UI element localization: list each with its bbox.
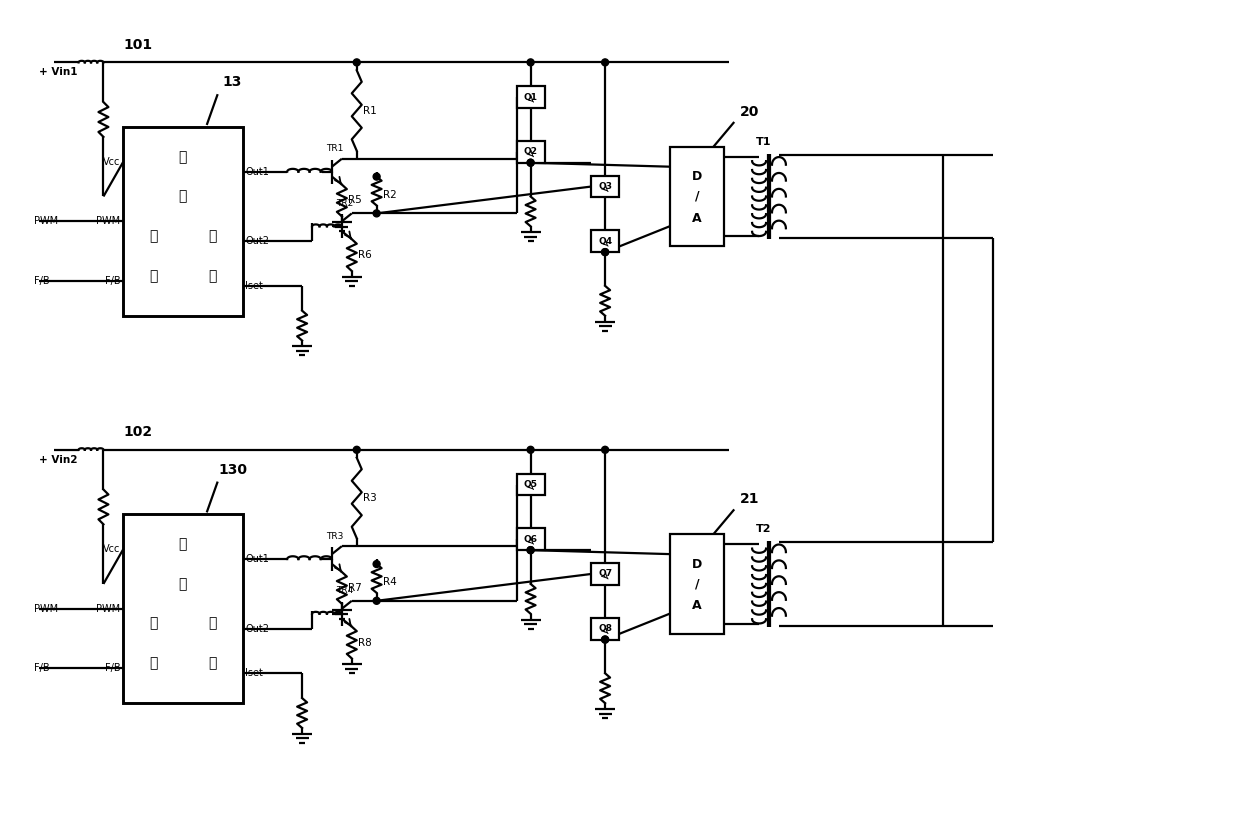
Bar	[123, 514, 243, 703]
Text: D: D	[692, 171, 702, 183]
Text: 130: 130	[218, 463, 247, 476]
Text: A: A	[692, 599, 702, 612]
Text: Iset: Iset	[246, 281, 263, 291]
Text: R5: R5	[348, 196, 362, 206]
Circle shape	[601, 636, 609, 643]
Bar	[123, 127, 243, 316]
Bar	[517, 528, 544, 550]
Text: R3: R3	[363, 493, 377, 503]
Text: Out1: Out1	[246, 554, 269, 564]
Circle shape	[373, 210, 381, 217]
Text: 集: 集	[149, 617, 157, 631]
Bar	[591, 230, 619, 252]
Text: TR3: TR3	[326, 532, 343, 541]
Bar	[670, 534, 724, 633]
Circle shape	[373, 560, 381, 568]
Text: F/B: F/B	[104, 664, 120, 674]
Text: Out2: Out2	[246, 236, 269, 246]
Text: F/B: F/B	[33, 664, 50, 674]
Text: + Vin1: + Vin1	[38, 67, 77, 77]
Circle shape	[527, 160, 534, 166]
Text: 成: 成	[208, 229, 217, 244]
Text: /: /	[694, 190, 699, 203]
Text: PWM: PWM	[97, 604, 120, 614]
Circle shape	[527, 59, 534, 66]
Text: T1: T1	[756, 137, 771, 147]
Text: 路: 路	[208, 656, 217, 670]
Circle shape	[353, 446, 361, 454]
Circle shape	[601, 59, 609, 66]
Text: R4: R4	[383, 577, 397, 587]
Text: 电: 电	[149, 656, 157, 670]
Text: 集: 集	[149, 229, 157, 244]
Text: R2: R2	[383, 190, 397, 200]
Bar	[591, 617, 619, 639]
Text: /: /	[694, 577, 699, 591]
Circle shape	[527, 547, 534, 554]
Circle shape	[373, 173, 381, 180]
Bar	[591, 176, 619, 197]
Circle shape	[353, 59, 361, 66]
Circle shape	[527, 160, 534, 166]
Text: R7: R7	[348, 583, 362, 593]
Circle shape	[373, 597, 381, 604]
Text: Q6: Q6	[523, 535, 538, 543]
Bar	[517, 141, 544, 163]
Text: R8: R8	[358, 638, 372, 648]
Text: 21: 21	[739, 492, 759, 507]
Text: 控: 控	[179, 537, 187, 551]
Text: TR4: TR4	[336, 586, 353, 596]
Text: Vcc: Vcc	[103, 157, 120, 166]
Text: Q5: Q5	[523, 480, 538, 489]
Bar	[591, 563, 619, 585]
Text: 101: 101	[123, 38, 153, 51]
Text: F/B: F/B	[104, 276, 120, 286]
Text: R6: R6	[358, 250, 372, 260]
Text: Q2: Q2	[523, 147, 538, 156]
Circle shape	[601, 446, 609, 454]
Text: Q7: Q7	[598, 570, 613, 579]
Text: TR2: TR2	[336, 199, 353, 208]
Text: Vcc: Vcc	[103, 544, 120, 554]
Text: 20: 20	[739, 105, 759, 119]
Text: 控: 控	[179, 150, 187, 164]
Text: PWM: PWM	[33, 217, 58, 226]
Text: 102: 102	[123, 425, 153, 439]
Text: A: A	[692, 212, 702, 225]
Text: 电: 电	[149, 269, 157, 283]
Text: Q8: Q8	[598, 624, 613, 633]
Text: Q4: Q4	[598, 237, 613, 245]
Text: 制: 制	[179, 190, 187, 203]
Text: T2: T2	[756, 524, 771, 534]
Text: R1: R1	[363, 106, 377, 116]
Text: F/B: F/B	[33, 276, 50, 286]
Bar	[670, 147, 724, 246]
Text: Iset: Iset	[246, 669, 263, 679]
Bar	[517, 474, 544, 496]
Text: PWM: PWM	[33, 604, 58, 614]
Text: 13: 13	[223, 76, 242, 89]
Text: Q1: Q1	[523, 92, 538, 102]
Text: Out2: Out2	[246, 623, 269, 633]
Circle shape	[601, 249, 609, 255]
Text: + Vin2: + Vin2	[38, 454, 77, 465]
Text: Q3: Q3	[598, 182, 613, 191]
Circle shape	[601, 636, 609, 643]
Text: Out1: Out1	[246, 166, 269, 176]
Circle shape	[601, 249, 609, 255]
Text: 路: 路	[208, 269, 217, 283]
Circle shape	[527, 446, 534, 454]
Bar	[517, 87, 544, 108]
Text: 制: 制	[179, 577, 187, 591]
Text: TR1: TR1	[326, 144, 343, 154]
Text: 成: 成	[208, 617, 217, 631]
Circle shape	[527, 547, 534, 554]
Text: D: D	[692, 558, 702, 570]
Text: PWM: PWM	[97, 217, 120, 226]
